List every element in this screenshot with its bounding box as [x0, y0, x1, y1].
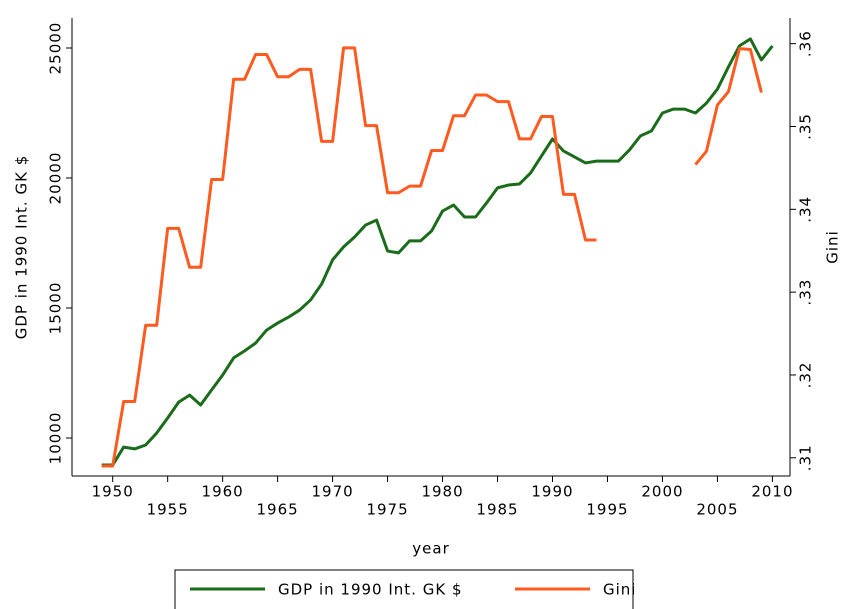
x-tick-label: 2005 [696, 501, 738, 519]
legend-label: Gini [603, 581, 636, 599]
y-tick-label: 25000 [47, 22, 65, 75]
y2-tick-label: .33 [797, 279, 815, 306]
x-tick-label: 1985 [476, 501, 518, 519]
y2-axis-title: Gini [824, 230, 842, 263]
x-tick-label: 1990 [531, 483, 573, 501]
y2-tick-label: .34 [797, 196, 815, 223]
series-line [101, 37, 774, 467]
y-tick-label: 20000 [47, 152, 65, 205]
legend-label: GDP in 1990 Int. GK $ [278, 581, 463, 599]
y2-tick-label: .36 [797, 30, 815, 57]
x-axis-title: year [412, 540, 449, 558]
x-tick-label: 1950 [92, 483, 134, 501]
x-tick-label: 1995 [586, 501, 628, 519]
legend-box [174, 569, 634, 609]
y-axis-title: GDP in 1990 Int. GK $ [13, 155, 31, 340]
x-tick-label: 1955 [147, 501, 189, 519]
x-tick-label: 1970 [311, 483, 353, 501]
x-tick-label: 2000 [641, 483, 683, 501]
y2-tick-label: .35 [797, 113, 815, 140]
series-line [101, 46, 763, 468]
y-tick-label: 10000 [47, 412, 65, 465]
y-tick-label: 15000 [47, 282, 65, 335]
x-tick-label: 1980 [421, 483, 463, 501]
x-tick-label: 1960 [202, 483, 244, 501]
x-tick-label: 1975 [366, 501, 408, 519]
x-tick-label: 1965 [257, 501, 299, 519]
y2-tick-label: .32 [797, 362, 815, 389]
y2-tick-label: .31 [797, 444, 815, 471]
x-tick-label: 2010 [751, 483, 793, 501]
